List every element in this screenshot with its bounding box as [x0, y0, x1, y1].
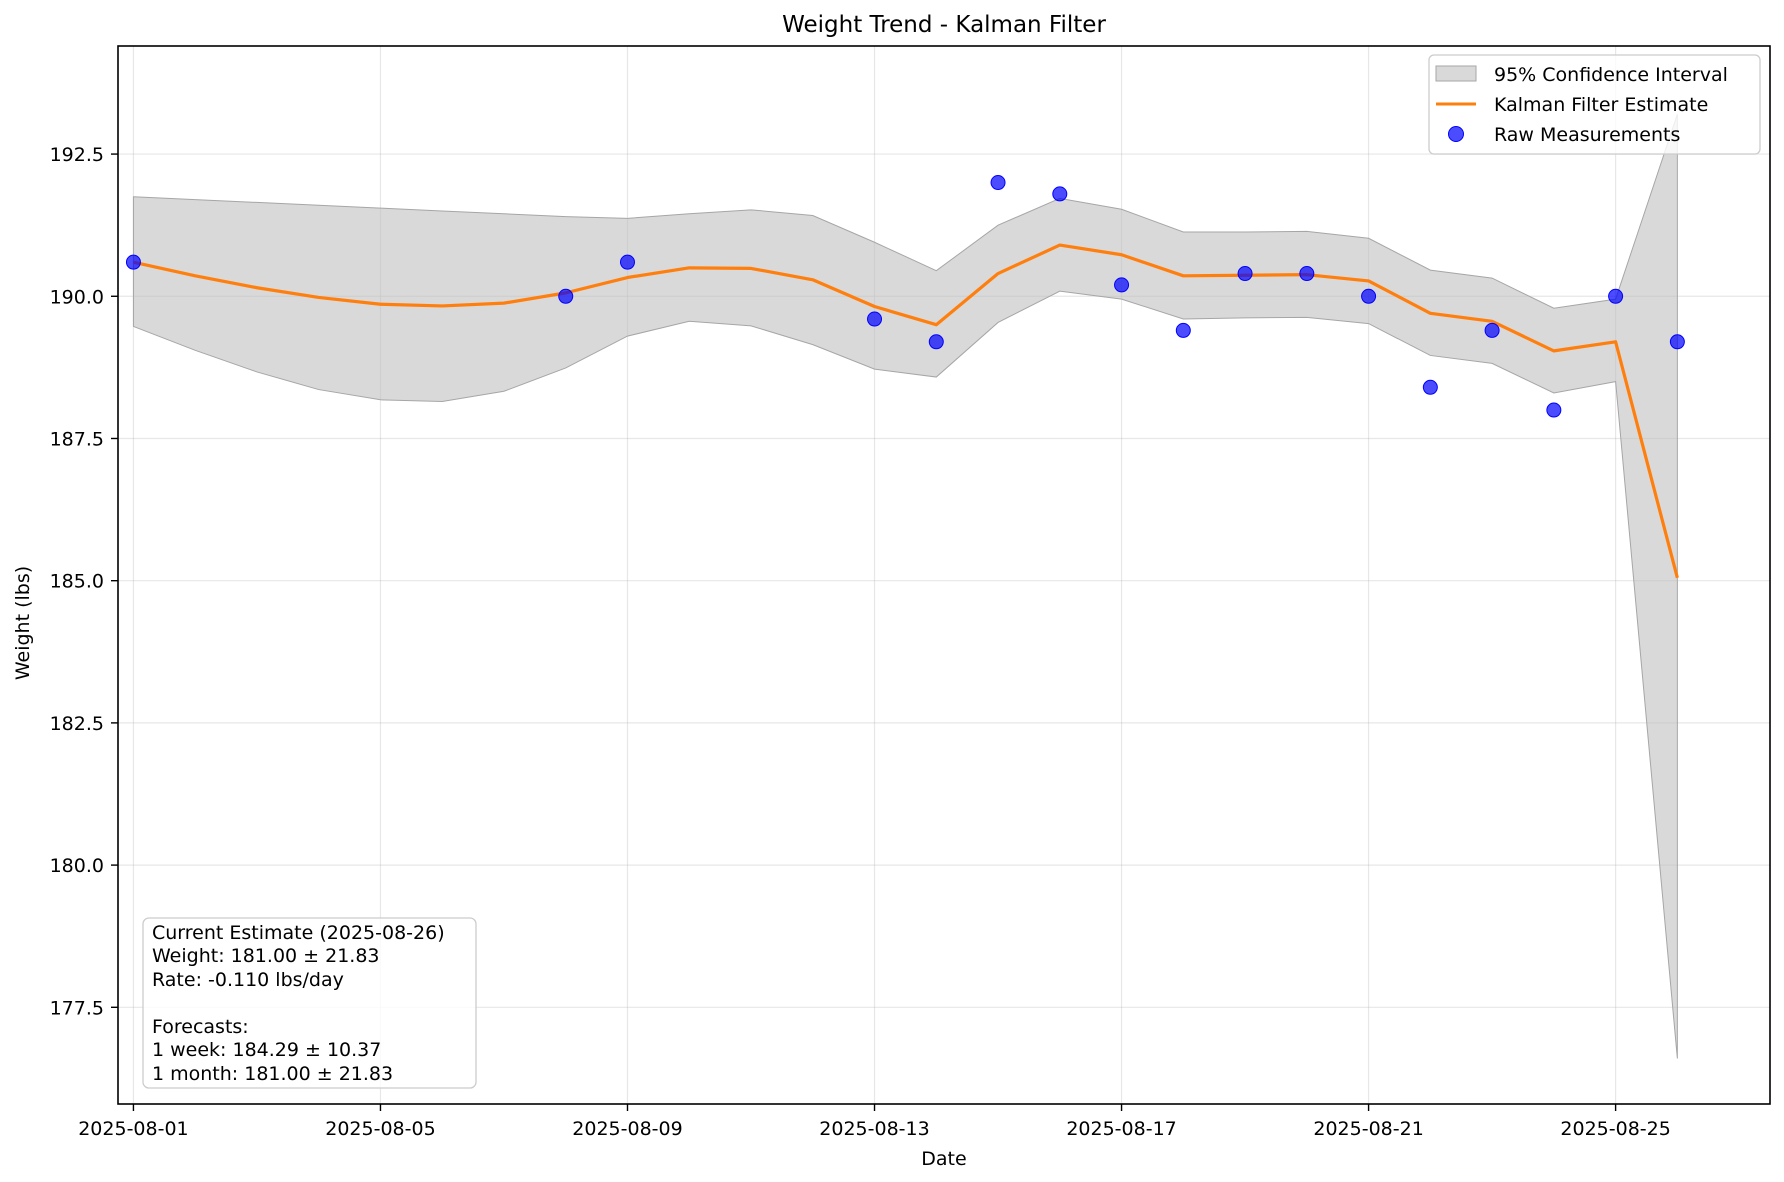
info-box-frame [142, 917, 477, 1089]
y-axis-ticks: 177.5 180.0 182.5 185.0 187.5 190.0 192.5 [50, 144, 118, 1019]
y-tick-label: 180.0 [50, 855, 104, 877]
x-tick-label: 2025-08-21 [1313, 1118, 1423, 1140]
raw-measurement-point [1299, 266, 1315, 282]
plot-frame [117, 45, 1771, 1105]
y-axis-title: Weight (lbs) [12, 566, 34, 680]
legend: 95% Confidence Interval Kalman Filter Es… [1428, 54, 1761, 155]
legend-label-confidence-interval: 95% Confidence Interval [1494, 64, 1728, 86]
x-tick-label: 2025-08-13 [819, 1118, 929, 1140]
raw-points-layer [125, 175, 1685, 418]
legend-label-raw-measurements: Raw Measurements [1494, 124, 1680, 146]
raw-measurement-point [1546, 402, 1562, 418]
x-axis-title: Date [921, 1148, 966, 1170]
x-axis-ticks: 2025-08-01 2025-08-05 2025-08-09 2025-08-13… [78, 1104, 1671, 1140]
raw-measurement-point [619, 254, 635, 270]
raw-measurement-point [1114, 277, 1130, 293]
confidence-band-layer [132, 114, 1678, 1059]
legend-swatch-confidence-interval [1435, 65, 1477, 82]
raw-measurement-point [1484, 322, 1500, 338]
y-tick-label: 190.0 [50, 286, 104, 308]
raw-measurement-point [558, 288, 574, 304]
raw-measurement-point [1361, 288, 1377, 304]
raw-measurement-point [1052, 186, 1068, 202]
x-tick-label: 2025-08-01 [78, 1118, 188, 1140]
info-line-current-estimate: Current Estimate (2025-08-26) [152, 922, 445, 944]
legend-box [1428, 54, 1761, 155]
legend-swatch-raw-measurements [1448, 126, 1464, 142]
y-tick-label: 185.0 [50, 571, 104, 593]
chart-title: Weight Trend - Kalman Filter [782, 12, 1106, 38]
y-tick-label: 177.5 [50, 997, 104, 1019]
raw-measurement-point [990, 175, 1006, 191]
confidence-interval-band [132, 114, 1678, 1059]
raw-measurement-point [1175, 322, 1191, 338]
raw-measurement-point [1608, 288, 1624, 304]
current-estimate-info-box: Current Estimate (2025-08-26) Weight: 18… [142, 917, 477, 1089]
x-tick-label: 2025-08-17 [1066, 1118, 1176, 1140]
raw-measurement-point [125, 254, 141, 270]
y-tick-label: 187.5 [50, 428, 104, 450]
info-line-forecasts-heading: Forecasts: [152, 1016, 249, 1038]
legend-label-kalman-estimate: Kalman Filter Estimate [1494, 94, 1708, 116]
x-tick-label: 2025-08-25 [1560, 1118, 1670, 1140]
info-line-rate: Rate: -0.110 lbs/day [152, 969, 344, 991]
y-tick-label: 192.5 [50, 144, 104, 166]
kalman-estimate-line [133, 243, 1679, 579]
raw-measurement-point [1237, 266, 1253, 282]
info-line-forecast-week: 1 week: 184.29 ± 10.37 [152, 1039, 381, 1061]
raw-measurement-point [928, 334, 944, 350]
info-line-weight: Weight: 181.00 ± 21.83 [152, 945, 380, 967]
raw-measurement-point [1422, 379, 1438, 395]
y-tick-label: 182.5 [50, 713, 104, 735]
x-tick-label: 2025-08-09 [572, 1118, 682, 1140]
raw-measurement-point [1669, 334, 1685, 350]
info-line-forecast-month: 1 month: 181.00 ± 21.83 [152, 1063, 393, 1085]
raw-measurement-point [867, 311, 883, 327]
x-tick-label: 2025-08-05 [325, 1118, 435, 1140]
estimate-line-layer [133, 243, 1679, 579]
